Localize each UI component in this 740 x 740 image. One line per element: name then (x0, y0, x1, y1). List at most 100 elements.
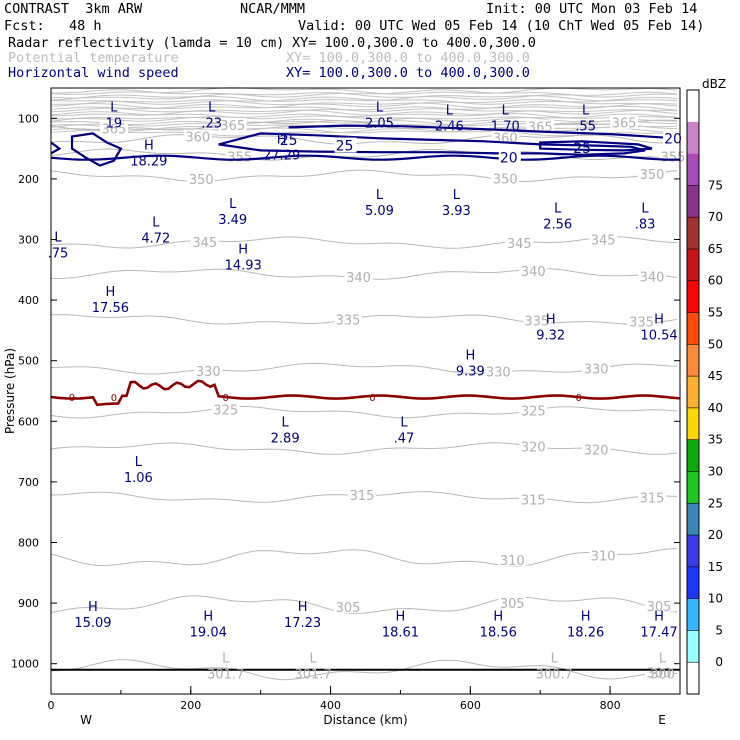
extrema-type: H (106, 285, 116, 300)
wind-contour-label: 20 (664, 131, 682, 147)
theta-upper-line (50, 91, 678, 100)
colorbar-swatch (687, 630, 699, 663)
theta-label-bg (344, 270, 373, 284)
theta-label-bg (589, 548, 618, 562)
theta-upper-line (50, 106, 678, 115)
theta-contour-label: 335 (629, 316, 654, 331)
theta-contour-label: 350 (189, 173, 214, 188)
plot-area (51, 88, 680, 694)
colorbar-swatch (687, 407, 699, 440)
extrema-type: L (554, 201, 562, 216)
theta-label-bg (582, 361, 611, 375)
extrema-type: H (277, 132, 287, 147)
y-tick-label: 300 (18, 234, 39, 247)
forecast-hour: Fcst: 48 h (4, 18, 102, 34)
extrema-type: H (493, 609, 503, 624)
extrema-type: L (376, 188, 384, 203)
theta-contour-label: 330 (584, 362, 609, 377)
theta-contour-line (50, 548, 678, 567)
extrema-value: 2.46 (435, 119, 464, 134)
extrema-value: 15.09 (74, 616, 111, 631)
theta-contour-label: 335 (336, 313, 361, 328)
colorbar-swatch (687, 503, 699, 536)
y-tick-label: 600 (18, 415, 39, 428)
extrema-type: L (582, 103, 590, 118)
theta-upper-line (50, 103, 678, 113)
theta-contour-label: 325 (521, 405, 546, 420)
theta-contour-label: 360 (185, 131, 210, 146)
colorbar-label: 50 (708, 337, 723, 351)
extrema-value: .83 (635, 217, 656, 232)
extrema-value: 17.47 (640, 625, 677, 640)
freezing-level-label: 0 (111, 393, 117, 404)
theta-contour-label: 310 (500, 554, 525, 569)
theta-contour-line (50, 362, 678, 375)
wind-label-bg (498, 149, 521, 165)
extrema-type: H (298, 600, 308, 615)
extrema-value: 4.72 (141, 231, 170, 246)
x-tick-label: 600 (460, 699, 481, 712)
extrema-value: 17.23 (284, 616, 321, 631)
theta-upper-line (50, 99, 678, 108)
x-end-label-west: W (80, 713, 92, 727)
colorbar-swatch (687, 121, 699, 154)
theta-label-bg (484, 364, 513, 378)
wind-contour-20-upper (288, 124, 681, 142)
colorbar-label: 30 (708, 464, 723, 478)
extrema-type: L (222, 652, 230, 667)
wind-contour-25 (218, 132, 646, 156)
theta-contour-label: 340 (640, 270, 665, 285)
wind-contour-label: 25 (280, 133, 298, 149)
y-tick-label: 100 (18, 112, 39, 125)
init-time: Init: 00 UTC Mon 03 Feb 14 (486, 1, 698, 17)
wind-contours: 20 25 20 25 25 (50, 124, 686, 167)
extrema-value: 18.29 (130, 154, 167, 169)
theta-contour-line (51, 659, 678, 681)
y-tick-label: 800 (18, 537, 39, 550)
x-axis-label: Distance (km) (323, 713, 407, 727)
theta-contour-line (50, 314, 678, 325)
theta-contour-label: 335 (524, 315, 549, 330)
extrema-type: L (502, 103, 510, 118)
plot-frame (50, 87, 681, 695)
theta-upper-line (50, 113, 678, 122)
extrema-value: 27.29 (263, 148, 300, 163)
wind-contour-20-lower (50, 154, 681, 161)
theta-label-bg (334, 312, 363, 326)
extrema-value: 2.56 (543, 217, 572, 232)
extrema-type: L (110, 100, 118, 115)
extrema-type: H (546, 312, 556, 327)
theta-contour-label: 310 (591, 550, 616, 565)
y-tick-label: 500 (18, 355, 39, 368)
colorbar-label: 55 (708, 306, 723, 320)
extrema-type: L (135, 455, 143, 470)
extrema-value: 300.7 (536, 668, 573, 683)
colorbar-swatch (687, 439, 699, 472)
theta-contour-label: 320 (584, 443, 609, 458)
freezing-level-label: 0 (575, 393, 581, 404)
x-end-label-east: E (658, 713, 666, 727)
extrema-type: L (152, 215, 160, 230)
x-tick-label: 200 (180, 699, 201, 712)
extrema-value: .47 (394, 431, 415, 446)
theta-label-bg (522, 313, 551, 327)
theta-label-bg (187, 171, 216, 185)
extrema-type: L (54, 231, 62, 246)
theta-contour-label: 330 (196, 365, 221, 380)
theta-label-bg (645, 665, 674, 679)
freezing-level: 0 0 0 0 0 (50, 379, 681, 671)
theta-label-bg (610, 115, 639, 129)
wind-contour-label: 25 (336, 139, 354, 155)
field-reflectivity: Radar reflectivity (lamda = 10 cm) (8, 35, 285, 51)
colorbar-label: 5 (715, 623, 723, 637)
theta-label-bg (519, 403, 548, 417)
extrema-value: 18.61 (382, 625, 419, 640)
theta-label-bg (491, 171, 520, 185)
extrema-type: H (396, 609, 406, 624)
field-wind-xy: XY= 100.0,300.0 to 400.0,300.0 (286, 65, 530, 81)
x-tick-label: 800 (600, 699, 621, 712)
theta-contour-label: 365 (220, 119, 245, 134)
valid-time: Valid: 00 UTC Wed 05 Feb 14 (10 ChT Wed … (298, 18, 705, 34)
theta-contour-label: 340 (346, 271, 371, 286)
extrema-value: .75 (48, 247, 69, 262)
